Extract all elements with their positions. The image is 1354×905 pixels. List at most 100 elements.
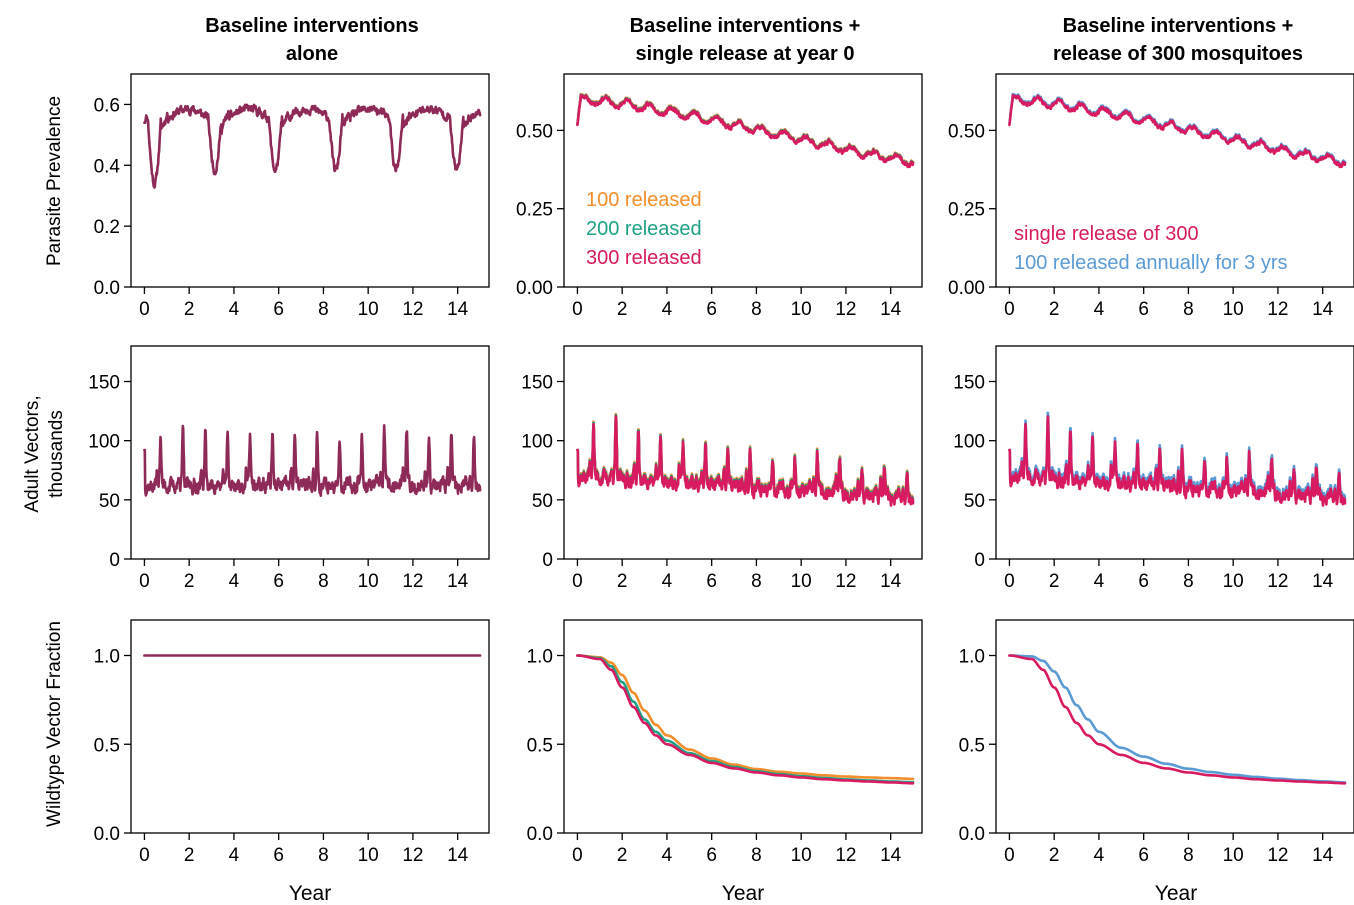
column-title-1-line-2: alone [286, 43, 338, 65]
x-tick-label: 6 [273, 299, 284, 320]
y-tick-label: 100 [521, 432, 553, 453]
x-tick-label: 14 [1312, 299, 1334, 320]
x-tick-label: 8 [1183, 571, 1194, 592]
x-tick-label: 6 [706, 571, 717, 592]
y-tick-label: 0.0 [527, 824, 553, 845]
column-title-1-line-1: Baseline interventions [205, 15, 418, 37]
x-tick-label: 6 [706, 845, 717, 866]
y-tick-label: 0.0 [959, 824, 985, 845]
legend-entry-annual: 100 released annually for 3 yrs [1014, 252, 1288, 274]
x-tick-label: 6 [1138, 845, 1149, 866]
x-tick-label: 2 [1049, 845, 1060, 866]
x-tick-label: 2 [1049, 299, 1060, 320]
panel-prev-single: 0 2 4 6 8 10 12 14 0.00 0.25 0.50 100 released 200 r… [516, 73, 923, 320]
x-tick-label: 14 [880, 845, 902, 866]
y-tick-label: 0.0 [94, 824, 120, 845]
x-tick-label: 10 [1223, 845, 1244, 866]
series-line-r100 [576, 654, 915, 781]
x-tick-label: 4 [662, 571, 673, 592]
series-line-baseline [143, 103, 482, 189]
x-tick-label: 14 [880, 571, 902, 592]
x-tick-label: 14 [447, 571, 469, 592]
legend-entry-r300: single release of 300 [1014, 223, 1199, 245]
plot-frame [995, 345, 1354, 560]
series-line-r300 [1008, 654, 1347, 785]
row-label-wildtype-fraction: Wildtype Vector Fraction [44, 621, 65, 827]
x-tick-label: 12 [835, 571, 856, 592]
x-tick-label: 12 [1267, 299, 1288, 320]
x-tick-label: 0 [1004, 571, 1015, 592]
plot-frame [563, 73, 923, 288]
y-tick-label: 0.25 [948, 200, 985, 221]
plot-frame [995, 73, 1354, 288]
plot-frame [130, 73, 490, 288]
plot-frame [563, 345, 923, 560]
x-tick-label: 2 [1049, 571, 1060, 592]
x-tick-label: 6 [706, 299, 717, 320]
panel-prev-300: 0 2 4 6 8 10 12 14 0.00 0.25 0.50 single release of… [948, 73, 1354, 320]
y-tick-label: 100 [953, 432, 985, 453]
x-tick-label: 12 [1267, 571, 1288, 592]
panels-layer: 0 2 4 6 8 10 12 140.00.20.40.60 2 4 6 8 10 12 140.000.… [88, 73, 1354, 866]
x-tick-label: 6 [273, 845, 284, 866]
column-title-2-line-2: single release at year 0 [635, 43, 854, 65]
y-tick-label: 0.2 [94, 217, 120, 238]
series-line-r300 [576, 654, 915, 785]
x-tick-label: 0 [139, 571, 150, 592]
y-tick-label: 0.50 [516, 121, 553, 142]
panel-vec-300: 0 2 4 6 8 10 12 14 0 50 100 150 [953, 345, 1354, 592]
plot-frame [995, 619, 1354, 834]
x-tick-label: 4 [1094, 845, 1105, 866]
y-tick-label: 100 [88, 432, 120, 453]
x-tick-label: 8 [751, 299, 762, 320]
series-line-r300 [1008, 94, 1347, 169]
y-tick-label: 0.50 [948, 121, 985, 142]
y-tick-label: 150 [88, 373, 120, 394]
x-tick-label: 10 [791, 571, 812, 592]
x-tick-label: 2 [184, 571, 195, 592]
x-tick-label: 10 [1223, 299, 1244, 320]
x-tick-label: 2 [617, 571, 628, 592]
row-label-adult-vectors-line-2: thousands [46, 410, 67, 498]
y-tick-label: 1.0 [959, 647, 985, 668]
panel-wt-single: 0 2 4 6 8 10 12 14 0.0 0.5 1.0 [527, 619, 923, 866]
x-tick-label: 6 [1138, 299, 1149, 320]
y-tick-label: 0 [109, 550, 120, 571]
y-tick-label: 0.00 [516, 278, 553, 299]
x-tick-label: 4 [229, 299, 240, 320]
x-tick-label: 0 [139, 845, 150, 866]
panel-vec-baseline: 0 2 4 6 8 10 12 14 0 50 100 150 [88, 345, 490, 592]
x-tick-label: 14 [1312, 571, 1334, 592]
x-tick-label: 0 [572, 571, 583, 592]
x-tick-label: 2 [184, 299, 195, 320]
series-line-r200 [576, 654, 915, 784]
series-line-annual [1008, 654, 1347, 784]
x-tick-label: 6 [273, 571, 284, 592]
x-tick-label: 6 [1138, 571, 1149, 592]
legend-entry-r300: 300 released [586, 247, 702, 269]
panel-prev-baseline: 0 2 4 6 8 10 12 14 0.0 0.2 0.4 0.6 [94, 73, 490, 320]
y-tick-label: 0.0 [94, 278, 120, 299]
x-tick-label: 12 [835, 299, 856, 320]
x-tick-label: 4 [1094, 571, 1105, 592]
y-tick-label: 150 [953, 373, 985, 394]
x-tick-label: 14 [880, 299, 902, 320]
x-tick-label: 10 [791, 845, 812, 866]
x-tick-label: 14 [447, 299, 469, 320]
x-tick-label: 2 [617, 299, 628, 320]
y-tick-label: 0.5 [94, 735, 120, 756]
x-tick-label: 0 [1004, 299, 1015, 320]
y-tick-label: 50 [964, 491, 985, 512]
y-tick-label: 0.00 [948, 278, 985, 299]
y-tick-label: 0 [974, 550, 985, 571]
x-tick-label: 12 [1267, 845, 1288, 866]
x-tick-label: 8 [318, 299, 329, 320]
y-tick-label: 50 [532, 491, 553, 512]
x-tick-label: 0 [139, 299, 150, 320]
x-tick-label: 14 [1312, 845, 1334, 866]
x-tick-label: 12 [835, 845, 856, 866]
y-tick-label: 150 [521, 373, 553, 394]
x-tick-label: 8 [318, 845, 329, 866]
series-line-r300 [576, 94, 915, 169]
